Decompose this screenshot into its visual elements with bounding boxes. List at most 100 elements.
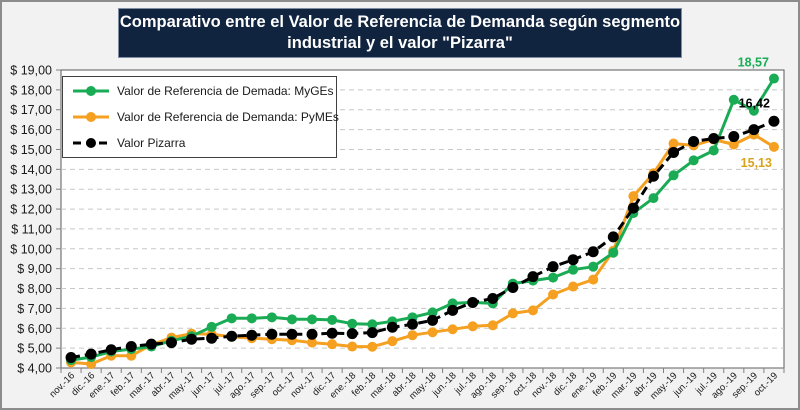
data-point (728, 94, 739, 105)
data-point (607, 231, 619, 243)
data-point (105, 344, 117, 356)
end-value-label: 15,13 (741, 156, 772, 170)
y-tick-label: $ 12,00 (10, 203, 52, 217)
y-tick-label: $ 6,00 (17, 322, 52, 336)
data-point (306, 328, 318, 340)
data-point (386, 321, 398, 333)
data-point (85, 348, 97, 360)
data-point (467, 321, 478, 332)
data-point (266, 312, 277, 323)
y-tick-label: $ 7,00 (17, 302, 52, 316)
data-point (246, 313, 257, 324)
y-tick-label: $ 19,00 (10, 64, 52, 78)
data-point (246, 329, 258, 341)
data-point (367, 341, 378, 352)
data-point (327, 314, 338, 325)
data-point (587, 246, 599, 258)
data-point (548, 289, 559, 300)
data-point (547, 261, 559, 273)
data-point (307, 337, 318, 348)
data-point (407, 330, 418, 341)
data-point (186, 333, 198, 345)
chart-title: Comparativo entre el Valor de Referencia… (118, 8, 682, 58)
data-point (527, 305, 538, 316)
data-point (266, 328, 278, 340)
data-point (548, 272, 559, 283)
data-point (286, 314, 297, 325)
data-point (286, 328, 298, 340)
data-point (568, 264, 579, 275)
data-point (65, 351, 77, 363)
y-tick-label: $ 11,00 (11, 222, 52, 236)
data-point (427, 307, 438, 318)
data-point (487, 292, 499, 304)
data-point (447, 324, 458, 335)
data-point (627, 202, 639, 214)
data-point (507, 282, 519, 294)
data-point (708, 145, 719, 156)
data-point (387, 336, 398, 347)
y-tick-label: $ 13,00 (10, 183, 52, 197)
y-tick-label: $ 9,00 (17, 262, 52, 276)
legend-item-pizarra: Valor Pizarra (63, 133, 185, 153)
legend-item-pymes: Valor de Referencia de Demanda: PyMEs (63, 107, 339, 127)
data-point (527, 271, 539, 283)
data-point (347, 318, 358, 329)
legend-label: Valor de Referencia de Demada: MyGEs (117, 84, 334, 98)
data-point (688, 136, 700, 148)
data-point (327, 339, 338, 350)
y-tick-label: $ 15,00 (10, 143, 52, 157)
data-point (367, 319, 378, 330)
y-tick-label: $ 8,00 (17, 282, 52, 296)
data-point (748, 105, 759, 116)
data-point (326, 327, 338, 339)
data-point (608, 247, 619, 258)
data-point (748, 124, 760, 136)
data-point (768, 73, 779, 84)
data-point (567, 254, 579, 266)
y-tick-label: $ 4,00 (17, 362, 52, 376)
legend-label: Valor de Referencia de Demanda: PyMEs (117, 110, 339, 124)
data-point (768, 115, 780, 127)
data-point (427, 314, 439, 326)
data-point (347, 341, 358, 352)
data-point (668, 146, 680, 158)
data-point (708, 133, 720, 145)
data-point (307, 314, 318, 325)
data-point (226, 313, 237, 324)
data-point (165, 337, 177, 349)
end-value-label: 18,57 (738, 56, 769, 70)
series-pizarra (65, 115, 780, 363)
legend: Valor de Referencia de Demada: MyGEs Val… (62, 76, 339, 158)
data-point (507, 308, 518, 319)
data-point (647, 170, 659, 182)
data-point (427, 327, 438, 338)
data-point (487, 320, 498, 331)
y-tick-label: $ 17,00 (10, 103, 52, 117)
data-point (668, 170, 679, 181)
data-point (588, 261, 599, 272)
data-point (568, 281, 579, 292)
legend-label: Valor Pizarra (117, 136, 186, 150)
data-point (406, 318, 418, 330)
data-point (668, 138, 679, 149)
y-tick-label: $ 5,00 (17, 342, 52, 356)
chart-title-line-1: Comparativo entre el Valor de Referencia… (119, 13, 681, 31)
data-point (688, 155, 699, 166)
data-point (768, 141, 779, 152)
data-point (206, 321, 217, 332)
legend-item-myges: Valor de Referencia de Demada: MyGEs (63, 81, 334, 101)
data-point (628, 191, 639, 202)
series-layer (65, 73, 780, 370)
y-tick-label: $ 16,00 (10, 123, 52, 137)
chart-title-line-2: industrial y el valor "Pizarra" (287, 34, 513, 52)
data-labels: 18,57 15,13 16,42 (738, 56, 772, 170)
data-point (728, 139, 739, 150)
legend-line-marker-icon (73, 112, 109, 122)
data-point (226, 330, 238, 342)
data-point (346, 328, 358, 340)
data-point (206, 332, 218, 344)
end-value-label: 16,42 (739, 96, 770, 110)
y-tick-label: $ 14,00 (10, 163, 52, 177)
legend-line-marker-icon (73, 86, 109, 96)
